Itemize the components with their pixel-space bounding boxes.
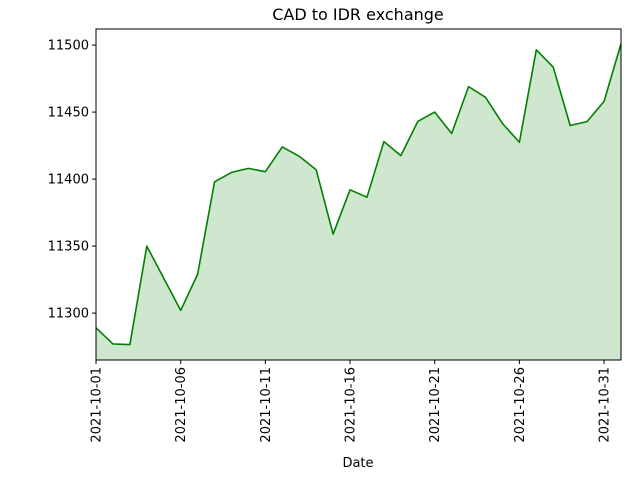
y-tick-label: 11400 bbox=[48, 173, 89, 188]
x-tick-label: 2021-10-16 bbox=[344, 367, 359, 443]
x-tick-label: 2021-10-11 bbox=[259, 367, 274, 443]
chart-title: CAD to IDR exchange bbox=[272, 5, 444, 24]
y-tick-label: 11450 bbox=[48, 106, 89, 121]
y-tick-label: 11300 bbox=[48, 307, 89, 322]
y-axis: 11300 11350 11400 11450 11500 bbox=[48, 39, 96, 322]
x-tick-label: 2021-10-01 bbox=[90, 367, 105, 443]
x-tick-label: 2021-10-06 bbox=[174, 367, 189, 443]
x-tick-label: 2021-10-21 bbox=[428, 367, 443, 443]
plot-frame bbox=[95, 28, 622, 361]
y-tick-label: 11350 bbox=[48, 240, 89, 255]
y-tick-label: 11500 bbox=[48, 39, 89, 54]
x-tick-label: 2021-10-31 bbox=[598, 367, 613, 443]
x-tick-label: 2021-10-26 bbox=[513, 367, 528, 443]
plot-area bbox=[95, 28, 622, 361]
x-axis: 2021-10-01 2021-10-06 2021-10-11 2021-10-16… bbox=[90, 360, 613, 443]
x-axis-label: Date bbox=[342, 456, 373, 471]
series-area-fill bbox=[96, 43, 621, 361]
series-line bbox=[95, 43, 622, 346]
